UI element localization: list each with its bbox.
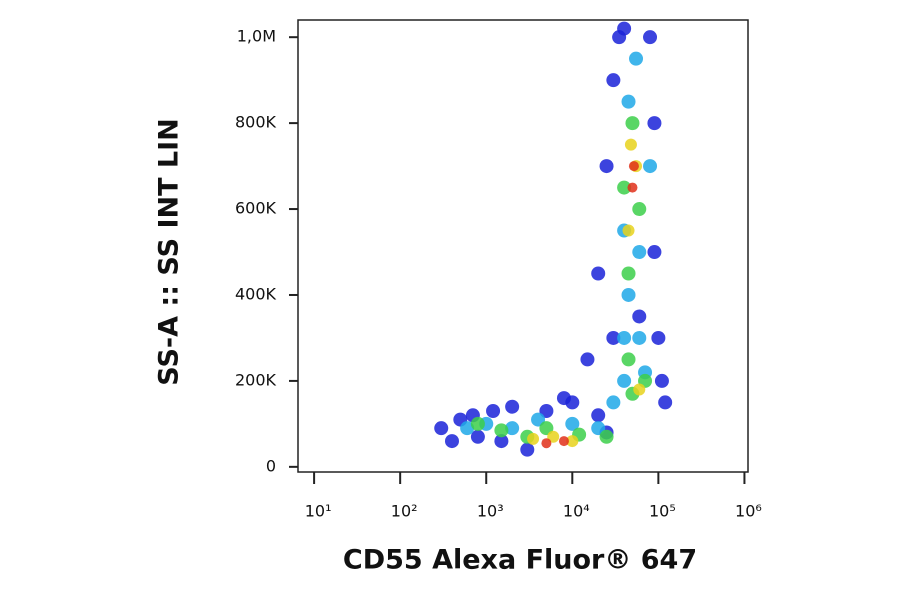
data-point — [622, 224, 635, 237]
data-point — [531, 412, 546, 427]
data-point — [565, 416, 580, 431]
data-point — [558, 436, 569, 447]
data-point — [591, 408, 606, 423]
data-point — [632, 330, 647, 345]
data-point — [624, 138, 637, 151]
data-point — [591, 266, 606, 281]
data-point — [617, 330, 632, 345]
data-point — [632, 309, 647, 324]
data-point — [505, 399, 520, 414]
data-point — [629, 51, 644, 66]
data-point — [606, 73, 621, 88]
x-tick-label: 10² — [391, 502, 418, 521]
y-tick-label: 0 — [266, 456, 276, 475]
data-point — [625, 116, 640, 131]
data-point — [621, 94, 636, 109]
data-point — [617, 180, 632, 195]
data-point — [617, 373, 632, 388]
data-point — [654, 373, 669, 388]
data-point — [539, 421, 554, 436]
data-point — [621, 266, 636, 281]
data-point — [494, 434, 509, 449]
data-point — [547, 430, 560, 443]
data-point — [486, 403, 501, 418]
data-point — [539, 403, 554, 418]
data-point — [494, 423, 509, 438]
data-point — [633, 383, 646, 396]
y-tick-label: 800K — [235, 113, 277, 132]
data-point — [651, 330, 666, 345]
data-point — [599, 159, 614, 174]
data-point — [580, 352, 595, 367]
data-point — [591, 421, 606, 436]
data-point — [647, 245, 662, 260]
data-point — [628, 161, 639, 172]
x-tick-label: 10³ — [477, 502, 504, 521]
y-tick-label: 200K — [235, 370, 277, 389]
data-point — [541, 438, 552, 449]
data-point — [527, 432, 540, 445]
data-point — [520, 442, 535, 457]
data-point — [470, 416, 485, 431]
data-point — [617, 21, 632, 36]
x-tick-label: 10⁶ — [735, 502, 762, 521]
y-tick-label: 400K — [235, 284, 277, 303]
data-point — [606, 395, 621, 410]
data-point — [643, 159, 658, 174]
data-point — [632, 202, 647, 217]
data-point — [606, 330, 621, 345]
data-point — [556, 391, 571, 406]
data-point — [470, 429, 485, 444]
x-axis-title: CD55 Alexa Fluor® 647 — [343, 545, 697, 576]
data-point — [643, 30, 658, 45]
x-tick-label: 10⁴ — [563, 502, 590, 521]
data-point — [460, 421, 475, 436]
data-point — [434, 421, 449, 436]
data-point — [566, 435, 579, 448]
y-tick-label: 600K — [235, 199, 277, 218]
data-point — [444, 434, 459, 449]
data-point — [632, 245, 647, 260]
plot-frame — [297, 19, 749, 473]
data-point — [658, 395, 673, 410]
data-point — [505, 421, 520, 436]
data-point — [599, 429, 614, 444]
y-tick-label: 1,0M — [237, 27, 276, 46]
data-point — [647, 116, 662, 131]
x-tick-label: 10¹ — [305, 502, 332, 521]
data-point — [621, 352, 636, 367]
y-axis-title: SS-A :: SS INT LIN — [154, 118, 185, 386]
data-point — [621, 287, 636, 302]
data-point — [627, 182, 638, 193]
x-tick-label: 10⁵ — [649, 502, 676, 521]
